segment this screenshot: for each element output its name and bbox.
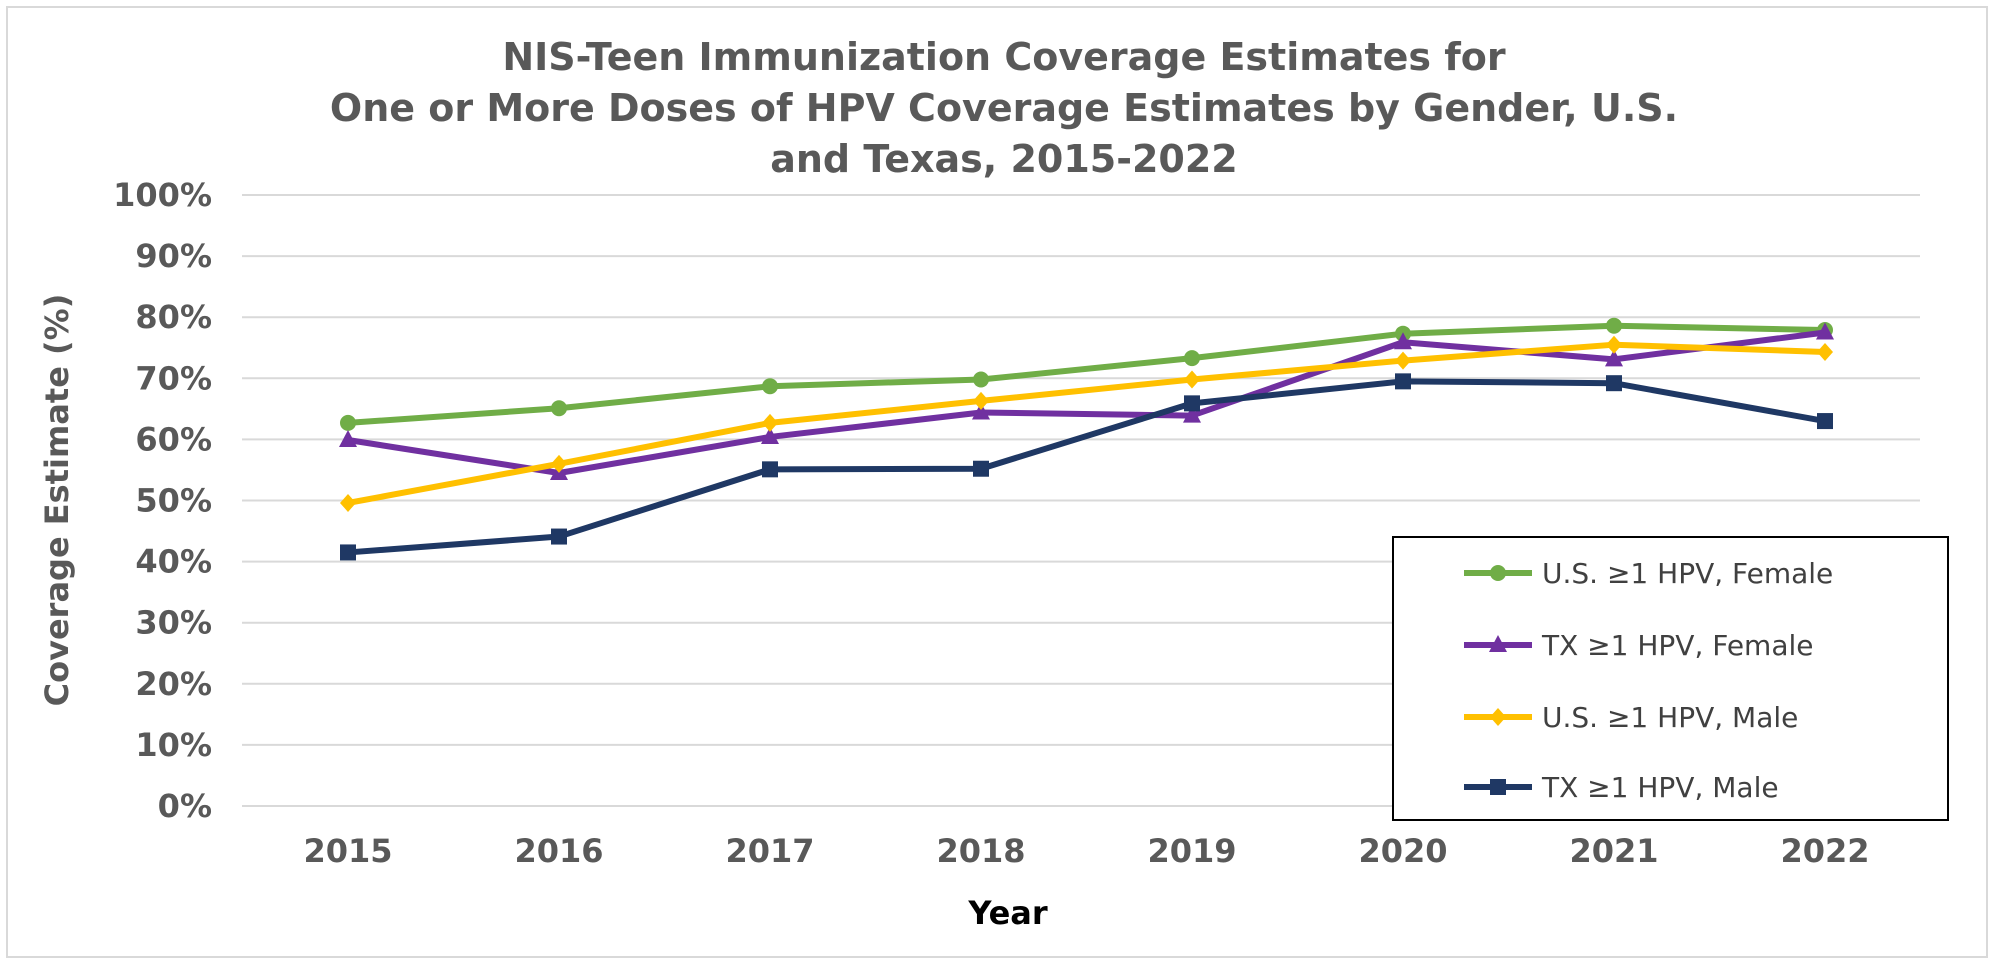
x-tick-label: 2021: [1569, 832, 1658, 870]
legend-marker: [1489, 635, 1507, 652]
data-point: [1817, 343, 1833, 362]
legend-marker: [1490, 708, 1506, 726]
data-point: [340, 493, 356, 512]
y-tick-label: 10%: [135, 726, 212, 764]
data-point: [1395, 373, 1411, 390]
data-point: [551, 528, 567, 545]
chart-frame: [6, 6, 1988, 958]
x-axis-title: Year: [967, 894, 1048, 932]
series-line: [347, 329, 1826, 477]
data-point: [762, 413, 778, 432]
data-point: [762, 461, 778, 478]
x-tick-label: 2016: [514, 832, 603, 870]
legend-marker: [1490, 779, 1506, 795]
data-point: [761, 426, 779, 444]
series-3: [340, 373, 1833, 561]
data-point: [340, 414, 356, 431]
legend-label: U.S. ≥1 HPV, Male: [1542, 701, 1798, 734]
data-point: [1184, 370, 1200, 389]
y-tick-label: 20%: [135, 665, 212, 703]
data-point: [1606, 335, 1622, 354]
data-point: [972, 402, 990, 420]
data-point: [1817, 413, 1833, 430]
data-point: [1394, 332, 1412, 350]
series-2: [340, 335, 1833, 512]
data-point: [551, 400, 567, 417]
data-point: [762, 378, 778, 395]
legend: U.S. ≥1 HPV, Female TX ≥1 HPV, Female U.S.…: [1392, 536, 1949, 821]
data-point: [1816, 322, 1834, 340]
data-point: [339, 430, 357, 448]
legend-label: TX ≥1 HPV, Male: [1541, 771, 1779, 804]
x-tick-label: 2015: [303, 832, 392, 870]
chart-title-line-2: One or More Doses of HPV Coverage Estima…: [330, 86, 1678, 130]
x-tick-label: 2018: [936, 832, 1025, 870]
data-point: [973, 391, 989, 410]
series-line: [347, 378, 1826, 556]
data-point: [1606, 317, 1622, 334]
y-tick-label: 80%: [135, 298, 212, 336]
y-tick-label: 30%: [135, 604, 212, 642]
y-tick-label: 50%: [135, 482, 212, 520]
data-point: [1184, 350, 1200, 367]
y-tick-label: 60%: [135, 420, 212, 458]
y-tick-label: 40%: [135, 543, 212, 581]
y-tick-label: 90%: [135, 237, 212, 275]
x-tick-label: 2017: [725, 832, 814, 870]
legend-label: TX ≥1 HPV, Female: [1541, 629, 1814, 662]
x-tick-label: 2019: [1147, 832, 1236, 870]
y-axis-title: Coverage Estimate (%): [38, 294, 76, 707]
x-tick-label: 2022: [1780, 832, 1869, 870]
y-tick-label: 100%: [113, 176, 212, 214]
data-point: [1183, 405, 1201, 423]
x-tick-label: 2020: [1358, 832, 1447, 870]
legend-label: U.S. ≥1 HPV, Female: [1542, 557, 1833, 590]
series-line: [347, 341, 1826, 506]
data-point: [1605, 349, 1623, 367]
legend-box: [1392, 536, 1949, 821]
chart-title-line-3: and Texas, 2015-2022: [770, 137, 1238, 181]
series-line: [347, 322, 1826, 426]
y-tick-label: 0%: [158, 787, 212, 825]
data-point: [340, 544, 356, 561]
y-tick-label: 70%: [135, 359, 212, 397]
legend-marker: [1490, 565, 1506, 581]
data-point: [973, 371, 989, 388]
data-point: [551, 454, 567, 473]
data-point: [1395, 351, 1411, 370]
data-point: [1606, 375, 1622, 392]
chart-title-line-1: NIS-Teen Immunization Coverage Estimates…: [502, 35, 1506, 79]
data-point: [1184, 395, 1200, 412]
data-point: [973, 460, 989, 477]
